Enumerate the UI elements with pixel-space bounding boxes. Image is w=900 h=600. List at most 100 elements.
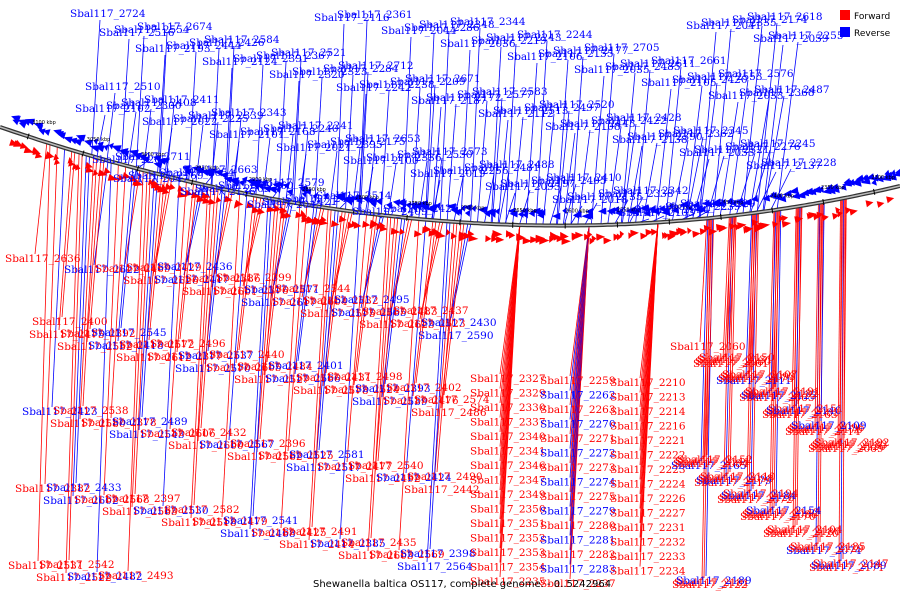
leader-line xyxy=(291,80,300,203)
gene-arrow xyxy=(522,237,533,245)
gene-arrow xyxy=(347,198,353,206)
gene-arrow xyxy=(68,159,75,167)
gene-label: Sbal117_2567 xyxy=(199,439,275,451)
gene-arrow xyxy=(295,211,303,219)
gene-arrow xyxy=(246,178,256,186)
gene-arrow xyxy=(435,202,441,210)
gene-arrow xyxy=(612,206,620,214)
gene-label: Sbal117_2378 xyxy=(81,417,157,429)
leader-line xyxy=(497,119,509,225)
leader-line xyxy=(358,93,367,213)
leader-line xyxy=(446,103,457,222)
gene-label-reverse: Sbal117_2411 xyxy=(144,94,220,106)
gene-arrow xyxy=(185,189,193,197)
leader-line xyxy=(570,56,584,226)
kbp-tick-label: 3100 kbp xyxy=(32,120,56,126)
gene-label: Sbal117_2429 xyxy=(126,262,202,274)
gene-arrow xyxy=(405,201,412,209)
gene-label-reverse: Sbal117_2497 xyxy=(524,102,600,114)
leader-line xyxy=(193,186,212,506)
gene-arrow xyxy=(616,233,623,241)
gene-label: Sbal117_2541 xyxy=(223,515,299,527)
gene-label: Sbal117_2540 xyxy=(348,460,424,472)
leader-line xyxy=(470,27,481,223)
gene-label: Sbal117_2093 xyxy=(720,371,796,383)
leader-line xyxy=(68,153,83,561)
gene-label: Sbal117_2111 xyxy=(716,375,792,387)
gene-label: Sbal117_2377 xyxy=(147,351,223,363)
gene-arrow xyxy=(399,228,405,236)
gene-arrow xyxy=(246,201,255,209)
leader-line xyxy=(763,95,785,212)
leader-line xyxy=(345,74,354,211)
gene-arrow xyxy=(876,201,885,208)
leader-line xyxy=(72,154,87,497)
gene-label-reverse: Sbal117_2244 xyxy=(517,29,593,41)
gene-label: Sbal117_2552 xyxy=(57,341,133,353)
leader-line xyxy=(346,213,367,463)
leader-line xyxy=(791,206,797,411)
gene-arrow xyxy=(103,167,111,175)
gene-arrow xyxy=(886,196,895,204)
gene-label: Sbal117_2432 xyxy=(171,427,247,439)
gene-arrow xyxy=(84,161,93,169)
gene-arrow xyxy=(273,205,282,212)
gene-arrow xyxy=(772,221,779,229)
leader-line xyxy=(702,218,711,460)
leader-line xyxy=(176,182,194,353)
gene-label: Sbal117_2527 xyxy=(234,374,310,386)
gene-arrow xyxy=(450,232,457,240)
gene-label-reverse: Sbal117_2112 xyxy=(478,108,554,120)
gene-arrow xyxy=(890,169,896,177)
gene-label-reverse: Sbal117_2238 xyxy=(359,79,435,91)
leader-line xyxy=(120,38,130,165)
gene-label-reverse: Sbal117_2209 xyxy=(390,76,466,88)
leader-line xyxy=(58,150,73,331)
gene-label-reverse: Sbal117_2724 xyxy=(70,8,146,20)
gene-label: Sbal117_2435 xyxy=(341,537,417,549)
gene-arrow xyxy=(794,216,804,224)
leader-line xyxy=(293,58,302,203)
gene-label-reverse: Sbal117_2485 xyxy=(605,61,681,73)
gene-label: Sbal117_2221 xyxy=(610,435,686,447)
gene-label: Sbal117_2563 xyxy=(102,506,178,518)
gene-label: Sbal117_2578 xyxy=(293,385,369,397)
gene-arrow xyxy=(817,185,824,193)
gene-label: Sbal117_2282 xyxy=(540,549,616,561)
gene-label: Sbal117_2571 xyxy=(244,284,320,296)
gene-label: Sbal117_2566 xyxy=(265,373,341,385)
leader-line xyxy=(525,62,538,226)
gene-label: Sbal117_2173 xyxy=(718,373,794,385)
leader-line xyxy=(336,23,345,210)
gene-label: Sbal117_2392 xyxy=(60,328,136,340)
gene-arrow xyxy=(731,199,737,207)
leader-line xyxy=(300,131,309,204)
gene-arrow xyxy=(458,231,468,239)
gene-label: Sbal117_2223 xyxy=(610,464,686,476)
gene-arrow xyxy=(45,151,55,158)
gene-arrow xyxy=(866,173,875,181)
gene-label: Sbal117_2479 xyxy=(192,516,268,528)
kbp-tick xyxy=(873,188,876,195)
leader-line xyxy=(752,212,759,490)
gene-arrow xyxy=(379,224,388,232)
gene-arrow xyxy=(304,188,312,196)
kbp-ticks: 3100 kbp 3050 kbp 3000 kbp 2950 kbp 2900 kbp… xyxy=(26,120,895,229)
kbp-tick xyxy=(81,150,85,157)
gene-arrow xyxy=(668,202,674,210)
leader-line xyxy=(426,221,448,563)
gene-label: Sbal117_2129 xyxy=(788,543,864,555)
leader-line xyxy=(818,202,823,424)
leader-line xyxy=(252,198,272,517)
leader-line xyxy=(380,90,390,216)
gene-arrow xyxy=(241,176,248,184)
gene-label: Sbal117_2214 xyxy=(610,406,686,418)
gene-label: Sbal117_2545 xyxy=(91,327,167,339)
leader-line xyxy=(384,217,406,385)
gene-label-reverse: Sbal117_2509 xyxy=(195,183,271,195)
gene-label: Sbal117_2234 xyxy=(610,566,686,578)
gene-label-reverse: Sbal117_2611 xyxy=(620,58,696,70)
gene-arrow xyxy=(808,212,818,219)
gene-label: Sbal117_2171 xyxy=(809,562,885,574)
leader-line xyxy=(477,100,488,224)
